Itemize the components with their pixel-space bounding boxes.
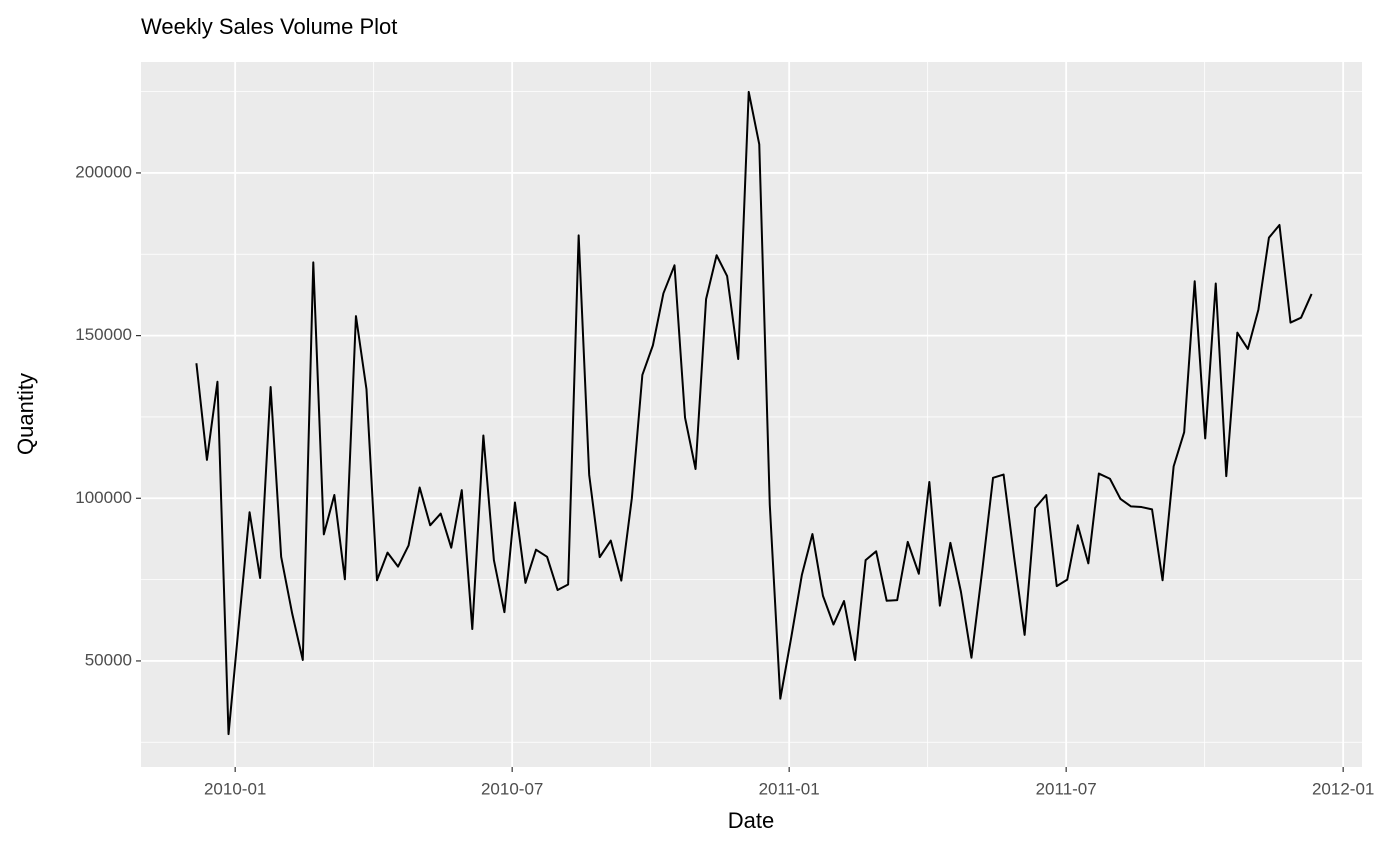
plot-panel <box>141 62 1362 767</box>
y-axis-title: Quantity <box>13 373 38 455</box>
x-tick-label: 2010-07 <box>481 779 543 798</box>
x-tick-label: 2010-01 <box>204 779 266 798</box>
x-tick-label: 2012-01 <box>1312 779 1374 798</box>
y-tick-label: 200000 <box>75 162 132 181</box>
chart-title: Weekly Sales Volume Plot <box>141 14 397 39</box>
x-tick-label: 2011-07 <box>1036 779 1097 798</box>
x-axis-title: Date <box>728 808 774 833</box>
y-tick-label: 50000 <box>85 650 132 669</box>
x-tick-label: 2011-01 <box>759 779 820 798</box>
y-tick-label: 150000 <box>75 325 132 344</box>
y-tick-label: 100000 <box>75 488 132 507</box>
line-series <box>195 90 1313 736</box>
